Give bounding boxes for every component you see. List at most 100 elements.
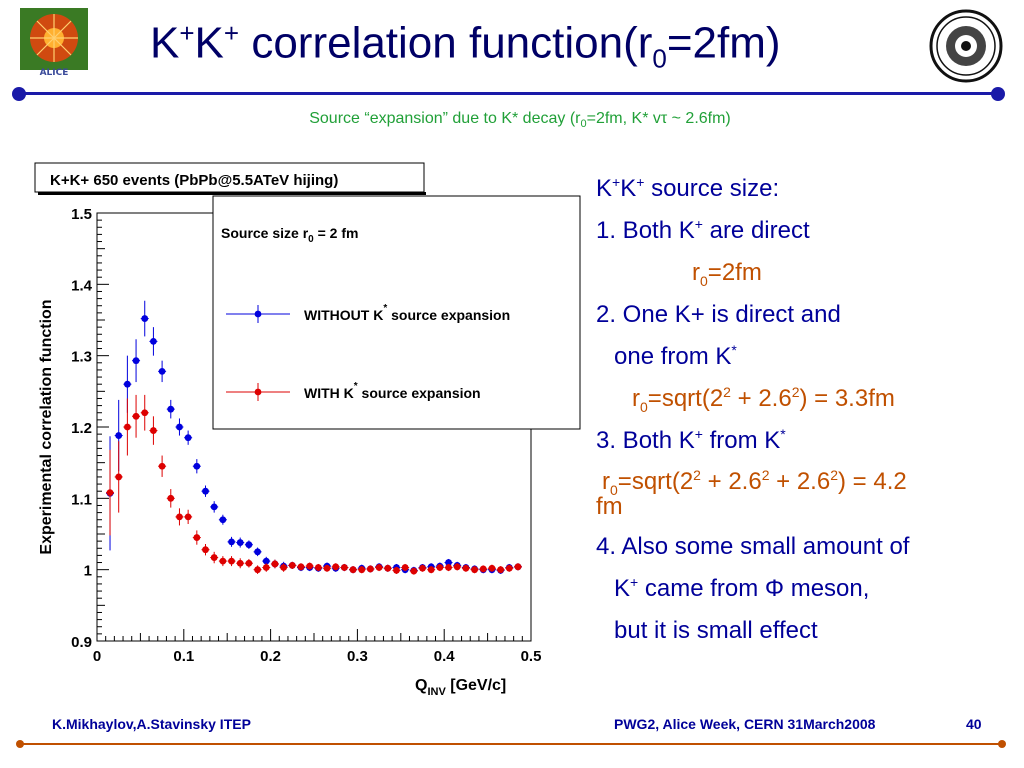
- subtitle: Source “expansion” due to K* decay (r0=2…: [309, 110, 731, 131]
- source-size-notes: K+K+ source size: 1. Both K+ are direct …: [596, 168, 1016, 652]
- data-point: [141, 409, 149, 417]
- data-point: [280, 564, 288, 571]
- data-point: [245, 541, 253, 549]
- data-point: [375, 564, 383, 571]
- data-point: [193, 534, 201, 541]
- legend: Source size r0 = 2 fm WITHOUT K* source e…: [212, 195, 581, 430]
- notes-item-4-cont: K+ came from Φ meson,: [614, 574, 870, 602]
- x-tick-label: 0: [93, 648, 101, 665]
- data-point: [228, 538, 235, 546]
- footer-event: PWG2, Alice Week, CERN 31March2008: [614, 716, 876, 732]
- y-tick-label: 1.3: [71, 349, 92, 366]
- data-point: [384, 564, 392, 572]
- data-point: [106, 489, 114, 497]
- y-tick-label: 1.1: [71, 491, 92, 508]
- plot-title-box: [34, 162, 425, 193]
- plot-box-title: K+K+ 650 events (PbPb@5.5ATeV hijing): [50, 172, 338, 189]
- footer-rule: [22, 743, 1002, 745]
- data-point: [271, 560, 279, 568]
- data-point: [410, 567, 418, 575]
- series-with-expansion: [106, 394, 522, 575]
- notes-item-2-value: r0=sqrt(22 + 2.62) = 3.3fm: [632, 384, 895, 415]
- data-point: [228, 557, 235, 565]
- header-rule: [20, 92, 1004, 95]
- notes-item-4: 4. Also some small amount of: [596, 533, 910, 560]
- notes-item-3-value: r0=sqrt(22 + 2.62 + 2.62) = 4.2: [602, 467, 907, 498]
- data-point: [193, 462, 201, 470]
- data-point: [401, 564, 409, 571]
- data-point: [306, 562, 314, 570]
- notes-heading: K+K+ source size:: [596, 174, 780, 202]
- data-point: [497, 566, 505, 574]
- data-point: [479, 565, 487, 573]
- y-tick-label: 1.2: [71, 420, 92, 437]
- data-point: [176, 423, 183, 431]
- data-point: [210, 554, 218, 561]
- data-point: [367, 565, 374, 573]
- data-point: [254, 566, 261, 574]
- data-point: [393, 566, 400, 574]
- data-point: [132, 412, 140, 420]
- data-point: [219, 557, 227, 565]
- data-point: [184, 434, 192, 442]
- data-point: [132, 357, 140, 365]
- notes-item-2-cont: one from K*: [614, 342, 737, 370]
- data-point: [150, 338, 157, 345]
- data-point: [262, 557, 270, 565]
- x-tick-label: 0.5: [521, 648, 542, 665]
- data-point: [471, 566, 478, 574]
- data-point: [427, 566, 435, 574]
- data-point: [123, 380, 131, 388]
- footer-authors: K.Mikhaylov,A.Stavinsky ITEP: [52, 716, 251, 732]
- data-point: [236, 559, 244, 567]
- data-point: [288, 561, 296, 569]
- data-point: [419, 564, 426, 572]
- data-point: [167, 494, 175, 502]
- data-point: [314, 564, 322, 571]
- y-tick-label: 1.5: [71, 206, 92, 223]
- data-point: [236, 539, 244, 546]
- footer-rule-right-dot: [998, 740, 1006, 748]
- data-point: [340, 564, 348, 571]
- data-point: [332, 563, 340, 571]
- slide-title: K+K+ correlation function(r0=2fm): [150, 18, 781, 74]
- y-tick-label: 1.4: [71, 277, 93, 294]
- header-rule-left-dot: [12, 87, 26, 101]
- notes-item-1-value: r0=2fm: [692, 259, 762, 289]
- y-axis-label: Experimental correlation function: [38, 299, 55, 554]
- data-point: [445, 559, 452, 566]
- legend-entry-without-expansion: WITHOUT K* source expansion: [304, 303, 510, 323]
- notes-item-3: 3. Both K+ from K*: [596, 426, 786, 454]
- data-point: [167, 405, 175, 413]
- legend-box: [212, 195, 581, 430]
- data-point: [158, 367, 166, 375]
- correlation-plot: K+K+ 650 events (PbPb@5.5ATeV hijing) 0.9…: [34, 162, 581, 695]
- x-tick-label: 0.1: [173, 648, 194, 665]
- data-point: [158, 462, 166, 470]
- data-point: [453, 563, 461, 571]
- data-point: [176, 513, 183, 521]
- data-point: [358, 566, 366, 574]
- data-point: [150, 427, 157, 434]
- notes-item-4-cont2: but it is small effect: [614, 617, 818, 644]
- data-point: [184, 513, 192, 521]
- data-point: [349, 566, 357, 574]
- data-point: [436, 564, 444, 571]
- data-point: [115, 432, 123, 439]
- alice-logo: ALICE: [18, 6, 90, 78]
- data-point: [210, 503, 218, 511]
- plot-title-box-shadow: [38, 192, 426, 195]
- data-point: [262, 564, 270, 571]
- data-point: [462, 564, 470, 572]
- data-point: [297, 563, 305, 571]
- data-point: [219, 516, 227, 524]
- notes-item-3-value-unit: fm: [596, 493, 623, 520]
- y-tick-label: 1: [84, 563, 92, 580]
- header-rule-right-dot: [991, 87, 1005, 101]
- data-point: [202, 487, 209, 495]
- data-point: [254, 548, 261, 556]
- data-point: [141, 315, 149, 322]
- legend-header: Source size r0 = 2 fm: [221, 225, 358, 245]
- data-point: [115, 473, 123, 481]
- x-axis-label: QINV [GeV/c]: [415, 677, 506, 695]
